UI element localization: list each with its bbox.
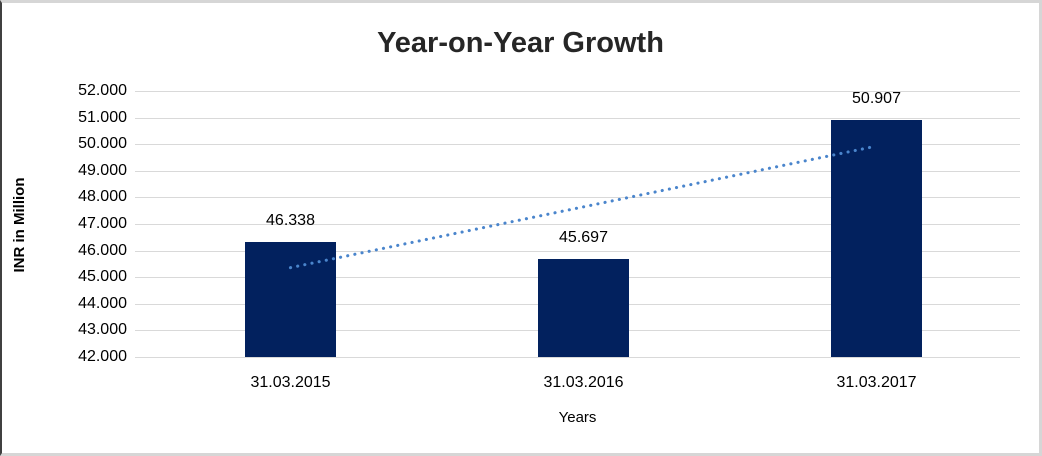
data-label: 46.338: [266, 211, 315, 229]
bar-31.03.2016: [538, 258, 629, 357]
x-tick-label: 31.03.2015: [250, 374, 331, 391]
y-tick-label: 43.000: [78, 321, 127, 339]
gridline: [135, 357, 1020, 358]
y-tick-label: 51.000: [78, 108, 127, 126]
y-tick-label: 49.000: [78, 161, 127, 179]
gridline: [135, 91, 1020, 92]
y-axis-title: INR in Million: [11, 177, 28, 273]
y-tick-label: 45.000: [78, 268, 127, 286]
y-tick-label: 42.000: [78, 348, 127, 365]
x-tick-label: 31.03.2017: [836, 374, 917, 391]
data-label: 45.697: [559, 228, 608, 246]
x-tick-label: 31.03.2016: [543, 374, 624, 391]
bar-31.03.2015: [245, 241, 336, 357]
y-tick-label: 46.000: [78, 241, 127, 259]
y-tick-label: 50.000: [78, 135, 127, 153]
gridline: [135, 117, 1020, 119]
y-tick-label: 52.000: [78, 82, 127, 99]
y-tick-label: 44.000: [78, 294, 127, 312]
y-tick-label: 48.000: [78, 188, 127, 206]
bar-31.03.2017: [831, 120, 922, 357]
data-label: 50.907: [852, 90, 901, 108]
y-tick-label: 47.000: [78, 215, 127, 232]
chart-title: Year-on-Year Growth: [377, 27, 664, 59]
x-axis-title: Years: [558, 409, 597, 426]
trendline: [288, 144, 879, 270]
